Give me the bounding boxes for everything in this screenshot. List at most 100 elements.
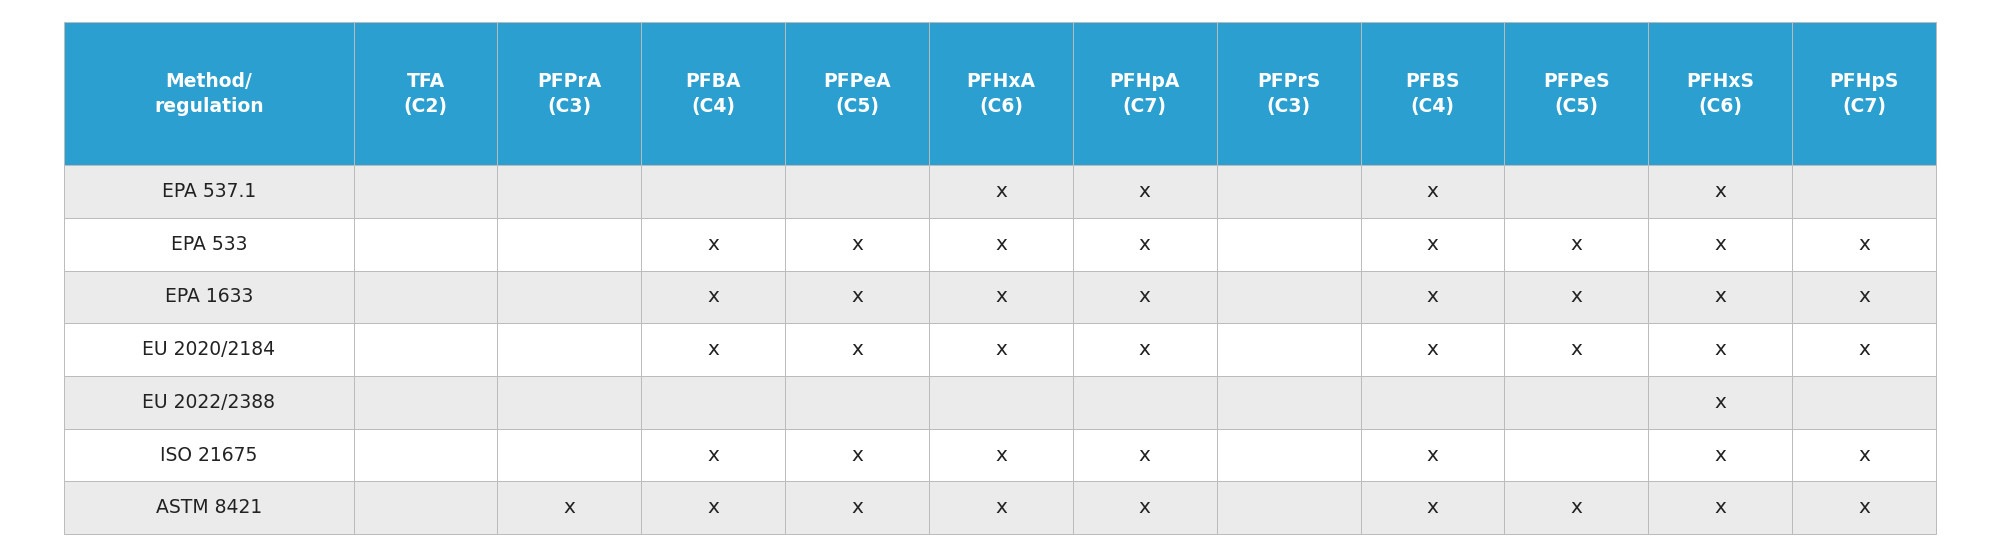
Bar: [1648, 429, 1792, 481]
Bar: [354, 218, 498, 271]
Bar: [498, 323, 642, 376]
Bar: [354, 376, 498, 429]
Bar: [1216, 165, 1360, 218]
Text: x: x: [852, 340, 864, 359]
Bar: [64, 429, 354, 481]
Bar: [930, 376, 1072, 429]
Text: x: x: [1858, 340, 1870, 359]
Bar: [642, 22, 786, 165]
Text: EU 2020/2184: EU 2020/2184: [142, 340, 276, 359]
Bar: [1360, 429, 1504, 481]
Text: PFBS
(C4): PFBS (C4): [1406, 71, 1460, 116]
Bar: [642, 429, 786, 481]
Bar: [1648, 481, 1792, 534]
Text: x: x: [1714, 182, 1726, 201]
Bar: [930, 323, 1072, 376]
Text: EPA 1633: EPA 1633: [164, 287, 252, 306]
Text: EPA 537.1: EPA 537.1: [162, 182, 256, 201]
Bar: [1504, 165, 1648, 218]
Text: PFHpS
(C7): PFHpS (C7): [1830, 71, 1898, 116]
Text: x: x: [852, 446, 864, 464]
Text: x: x: [1138, 287, 1150, 306]
Bar: [1792, 481, 1936, 534]
Bar: [786, 323, 930, 376]
Text: Method/
regulation: Method/ regulation: [154, 71, 264, 116]
Text: PFPeS
(C5): PFPeS (C5): [1544, 71, 1610, 116]
Text: x: x: [1138, 340, 1150, 359]
Bar: [1648, 218, 1792, 271]
Text: PFPeA
(C5): PFPeA (C5): [824, 71, 890, 116]
Text: x: x: [852, 235, 864, 254]
Text: x: x: [994, 287, 1006, 306]
Bar: [498, 218, 642, 271]
Bar: [1504, 22, 1648, 165]
Text: PFBA
(C4): PFBA (C4): [686, 71, 740, 116]
Bar: [1504, 218, 1648, 271]
Bar: [930, 165, 1072, 218]
Bar: [1072, 323, 1216, 376]
Text: x: x: [1714, 235, 1726, 254]
Text: PFHpA
(C7): PFHpA (C7): [1110, 71, 1180, 116]
Text: x: x: [994, 446, 1006, 464]
Bar: [1216, 323, 1360, 376]
Bar: [786, 165, 930, 218]
Text: x: x: [994, 340, 1006, 359]
Bar: [930, 22, 1072, 165]
Bar: [1216, 22, 1360, 165]
Text: x: x: [1570, 287, 1582, 306]
Bar: [64, 271, 354, 323]
Bar: [930, 481, 1072, 534]
Bar: [1360, 323, 1504, 376]
Text: x: x: [1714, 287, 1726, 306]
Bar: [354, 323, 498, 376]
Bar: [354, 165, 498, 218]
Bar: [64, 165, 354, 218]
Text: x: x: [1426, 446, 1438, 464]
Text: PFPrA
(C3): PFPrA (C3): [538, 71, 602, 116]
Text: x: x: [1138, 498, 1150, 517]
Bar: [1216, 481, 1360, 534]
Bar: [498, 22, 642, 165]
Bar: [642, 376, 786, 429]
Text: ISO 21675: ISO 21675: [160, 446, 258, 464]
Text: x: x: [852, 287, 864, 306]
Bar: [786, 481, 930, 534]
Bar: [354, 429, 498, 481]
Text: x: x: [708, 235, 720, 254]
Bar: [786, 22, 930, 165]
Text: x: x: [1858, 446, 1870, 464]
Text: PFHxS
(C6): PFHxS (C6): [1686, 71, 1754, 116]
Bar: [1072, 429, 1216, 481]
Bar: [1072, 376, 1216, 429]
Bar: [1360, 218, 1504, 271]
Bar: [64, 323, 354, 376]
Text: TFA
(C2): TFA (C2): [404, 71, 448, 116]
Text: x: x: [708, 287, 720, 306]
Bar: [1216, 429, 1360, 481]
Bar: [1504, 481, 1648, 534]
Bar: [354, 271, 498, 323]
Bar: [498, 376, 642, 429]
Bar: [1072, 481, 1216, 534]
Bar: [1792, 22, 1936, 165]
Bar: [498, 481, 642, 534]
Bar: [354, 22, 498, 165]
Text: x: x: [1714, 340, 1726, 359]
Bar: [1072, 218, 1216, 271]
Text: EU 2022/2388: EU 2022/2388: [142, 393, 276, 412]
Bar: [498, 271, 642, 323]
Text: PFHxA
(C6): PFHxA (C6): [966, 71, 1036, 116]
Text: x: x: [1858, 498, 1870, 517]
Bar: [1072, 271, 1216, 323]
Bar: [642, 218, 786, 271]
Bar: [1216, 271, 1360, 323]
Text: x: x: [1426, 287, 1438, 306]
Bar: [1648, 22, 1792, 165]
Text: x: x: [1570, 498, 1582, 517]
Bar: [1792, 165, 1936, 218]
Bar: [1648, 323, 1792, 376]
Bar: [930, 271, 1072, 323]
Text: x: x: [1138, 446, 1150, 464]
Bar: [642, 481, 786, 534]
Text: x: x: [1426, 498, 1438, 517]
